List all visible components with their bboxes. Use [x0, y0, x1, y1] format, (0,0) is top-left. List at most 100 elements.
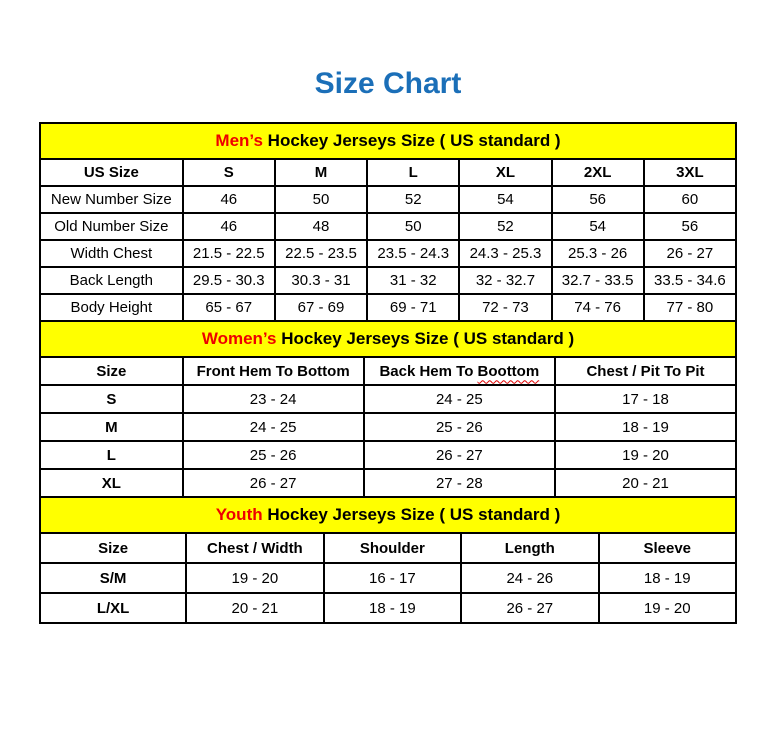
table-row: S 23 - 24 24 - 25 17 - 18 [39, 384, 737, 414]
table-cell: 50 [366, 212, 461, 241]
table-row: Old Number Size 46 48 50 52 54 56 [39, 212, 738, 241]
table-cell: 31 - 32 [366, 266, 461, 295]
table-row: M 24 - 25 25 - 26 18 - 19 [39, 412, 737, 442]
table-cell: 50 [273, 185, 369, 214]
table-row: L/XL 20 - 21 18 - 19 26 - 27 19 - 20 [38, 592, 738, 624]
table-banner-womens: Women’s Hockey Jerseys Size ( US standar… [39, 320, 737, 358]
column-header: XL [458, 158, 553, 187]
table-cell: 17 - 18 [554, 384, 737, 414]
table-cell: 77 - 80 [642, 293, 738, 322]
table-cell: 30.3 - 31 [273, 266, 369, 295]
table-cell: 48 [273, 212, 369, 241]
table-cell: 25.3 - 26 [550, 239, 645, 268]
table-cell: 24 - 25 [362, 384, 557, 414]
table-cell: 24 - 26 [460, 562, 600, 594]
column-header: Size [39, 356, 184, 386]
size-table-womens: Size Front Hem To Bottom Back Hem To Boott… [39, 356, 737, 498]
table-banner-youth: Youth Hockey Jerseys Size ( US standard … [39, 496, 737, 534]
table-cell: 19 - 20 [554, 440, 737, 470]
row-label: Back Length [39, 266, 184, 295]
banner-highlight-youth: Youth [215, 505, 263, 524]
banner-text-youth: Hockey Jerseys Size ( US standard ) [262, 505, 561, 524]
table-cell: 52 [458, 212, 553, 241]
banner-text-mens: Hockey Jerseys Size ( US standard ) [262, 131, 561, 150]
row-label: Width Chest [39, 239, 184, 268]
table-cell: 18 - 19 [554, 412, 737, 442]
table-cell: 24.3 - 25.3 [458, 239, 553, 268]
table-cell: 19 - 20 [185, 562, 325, 594]
row-label: M [39, 412, 184, 442]
table-cell: 46 [181, 212, 276, 241]
row-label: Old Number Size [39, 212, 184, 241]
row-label: Body Height [39, 293, 184, 322]
table-row: L 25 - 26 26 - 27 19 - 20 [39, 440, 737, 470]
table-cell: 46 [181, 185, 276, 214]
banner-highlight-womens: Women’s [201, 329, 277, 348]
table-cell: 65 - 67 [181, 293, 276, 322]
row-label: L [39, 440, 184, 470]
table-cell: 72 - 73 [458, 293, 553, 322]
column-header: Back Hem To Boottom [362, 356, 557, 386]
table-cell: 26 - 27 [642, 239, 738, 268]
size-table-section-youth: Youth Hockey Jerseys Size ( US standard … [38, 496, 738, 624]
table-row: Body Height 65 - 67 67 - 69 69 - 71 72 - 73 7… [39, 293, 738, 322]
table-row: XL 26 - 27 27 - 28 20 - 21 [39, 468, 737, 498]
table-cell: 18 - 19 [322, 592, 463, 624]
column-header: 2XL [550, 158, 645, 187]
table-cell: 29.5 - 30.3 [181, 266, 276, 295]
table-row: S/M 19 - 20 16 - 17 24 - 26 18 - 19 [38, 562, 738, 594]
table-cell: 56 [642, 212, 738, 241]
row-label: XL [39, 468, 184, 498]
table-cell: 52 [366, 185, 461, 214]
column-header: L [366, 158, 461, 187]
table-cell: 54 [550, 212, 645, 241]
table-row: New Number Size 46 50 52 54 56 60 [39, 185, 738, 214]
size-table-section-womens: Women’s Hockey Jerseys Size ( US standar… [39, 320, 737, 498]
column-header: Size [38, 532, 188, 564]
column-header: Chest / Pit To Pit [554, 356, 737, 386]
table-cell: 67 - 69 [273, 293, 369, 322]
column-header: Chest / Width [185, 532, 325, 564]
table-cell: 23 - 24 [181, 384, 365, 414]
table-cell: 27 - 28 [362, 468, 557, 498]
table-cell: 25 - 26 [181, 440, 365, 470]
table-cell: 25 - 26 [362, 412, 557, 442]
table-cell: 24 - 25 [181, 412, 365, 442]
row-label: S [39, 384, 184, 414]
column-header: Shoulder [322, 532, 463, 564]
table-cell: 22.5 - 23.5 [273, 239, 369, 268]
header-row-youth: Size Chest / Width Shoulder Length Sleeve [38, 532, 738, 564]
header-row-womens: Size Front Hem To Bottom Back Hem To Boott… [39, 356, 737, 386]
table-cell: 20 - 21 [185, 592, 325, 624]
table-cell: 60 [642, 185, 738, 214]
table-row: Width Chest 21.5 - 22.5 22.5 - 23.5 23.5 - … [39, 239, 738, 268]
column-header: Sleeve [597, 532, 738, 564]
table-cell: 74 - 76 [550, 293, 645, 322]
column-header: 3XL [642, 158, 738, 187]
size-table-youth: Size Chest / Width Shoulder Length Sleeve S/M… [38, 532, 738, 624]
column-header: S [181, 158, 276, 187]
table-cell: 19 - 20 [597, 592, 738, 624]
banner-highlight-mens: Men’s [215, 131, 263, 150]
size-table-mens: US Size S M L XL 2XL 3XL New Number Size 46 50 52 5… [39, 158, 738, 322]
page-title: Size Chart [314, 67, 462, 100]
row-label: New Number Size [39, 185, 184, 214]
table-cell: 26 - 27 [362, 440, 557, 470]
table-cell: 26 - 27 [460, 592, 600, 624]
table-banner-mens: Men’s Hockey Jerseys Size ( US standard … [39, 122, 737, 160]
banner-text-womens: Hockey Jerseys Size ( US standard ) [276, 329, 575, 348]
header-row-mens: US Size S M L XL 2XL 3XL [39, 158, 738, 187]
column-header: US Size [39, 158, 184, 187]
table-cell: 21.5 - 22.5 [181, 239, 276, 268]
table-cell: 18 - 19 [597, 562, 738, 594]
table-row: Back Length 29.5 - 30.3 30.3 - 31 31 - 32 32… [39, 266, 738, 295]
table-cell: 56 [550, 185, 645, 214]
table-cell: 32.7 - 33.5 [550, 266, 645, 295]
column-header: Length [460, 532, 600, 564]
row-label: L/XL [38, 592, 188, 624]
size-tables: Men’s Hockey Jerseys Size ( US standard … [38, 122, 738, 624]
table-cell: 23.5 - 24.3 [366, 239, 461, 268]
misspelled-word: Boottom [477, 362, 540, 380]
row-label: S/M [38, 562, 188, 594]
table-cell: 54 [458, 185, 553, 214]
